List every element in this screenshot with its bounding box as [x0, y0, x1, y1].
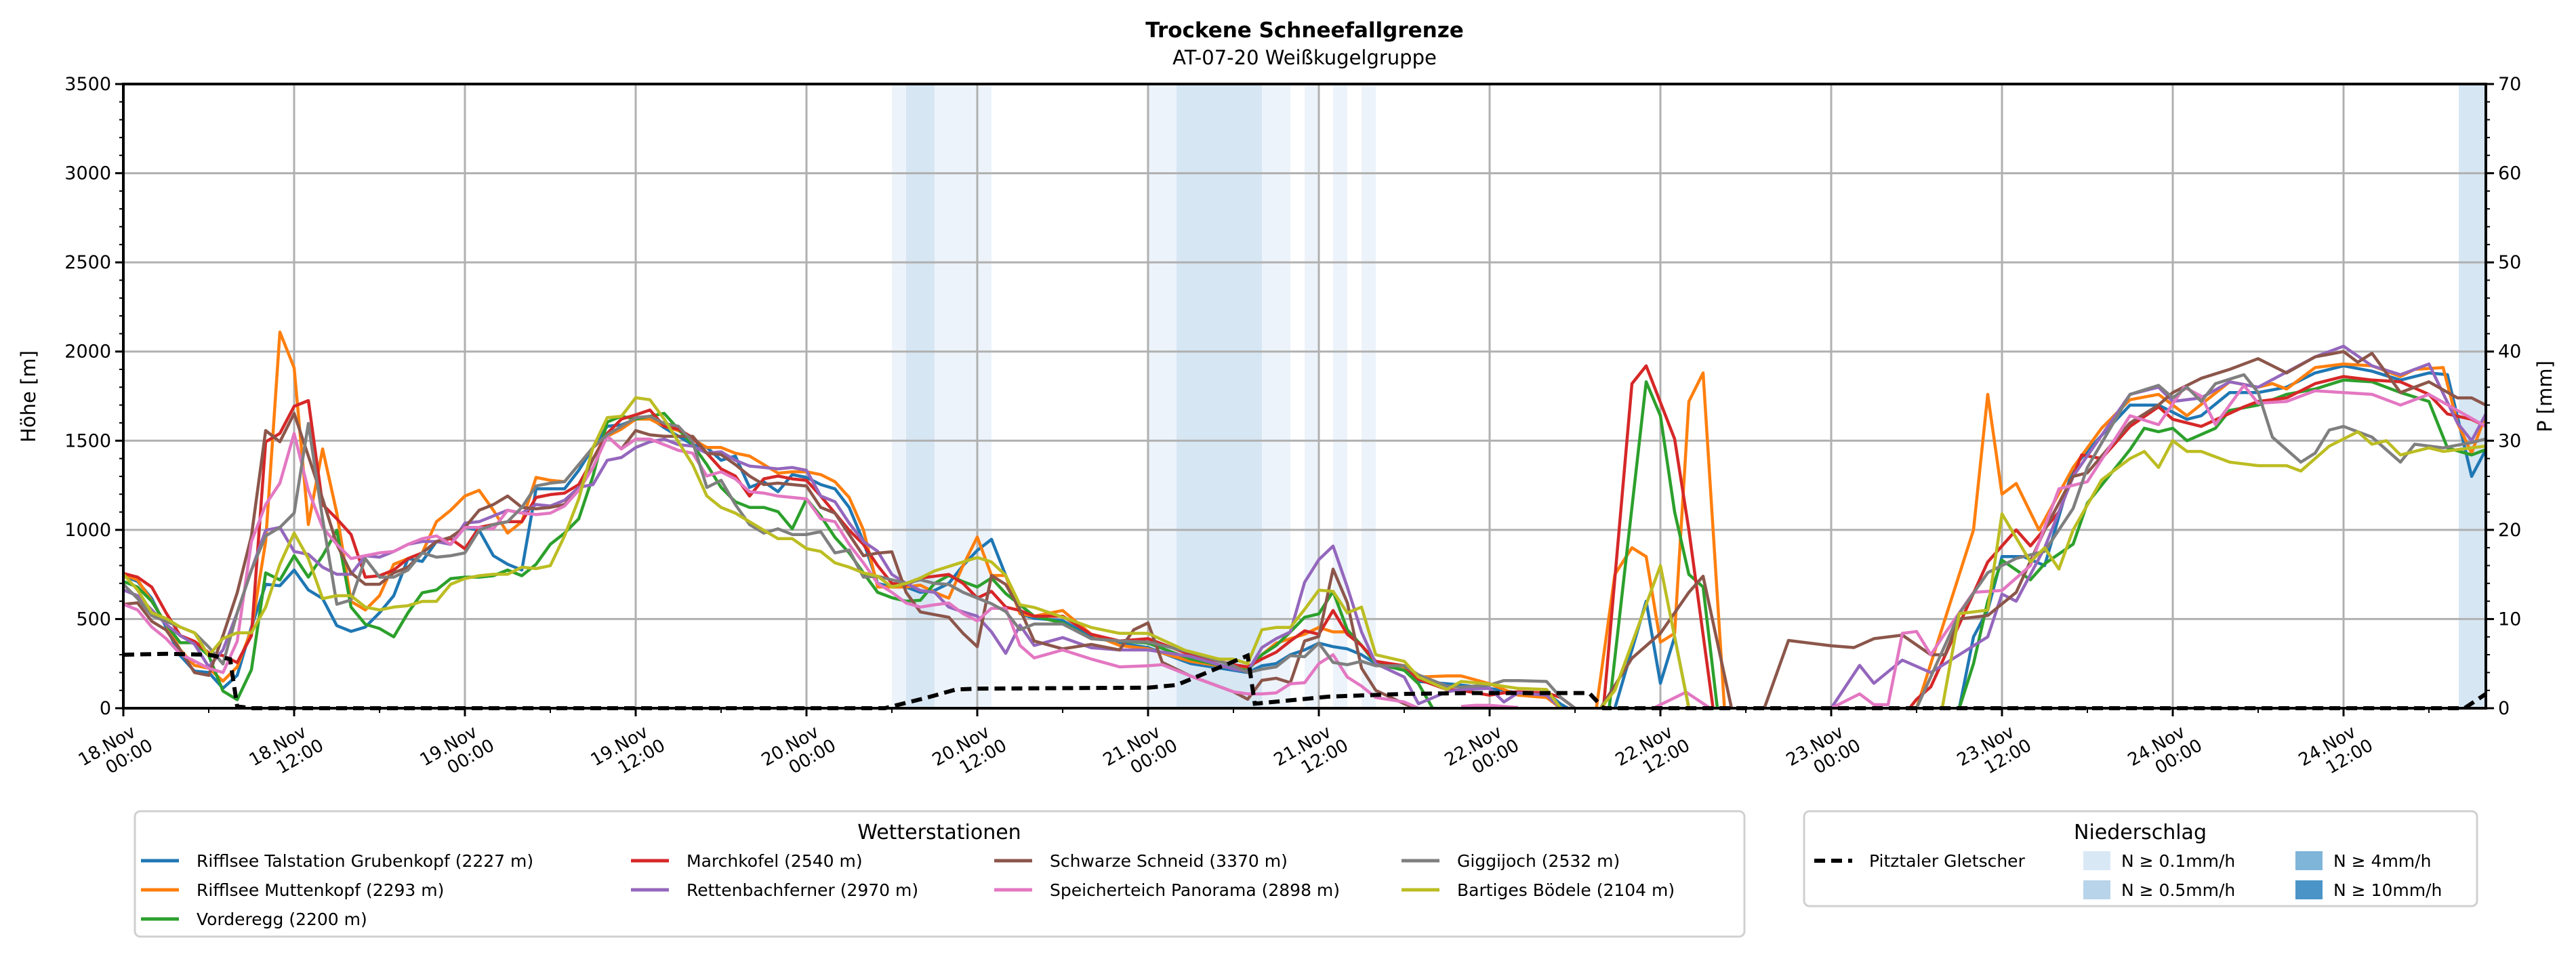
legend-swatch [2083, 880, 2110, 899]
legend-item-precip-level: N ≥ 10mm/h [2295, 880, 2442, 900]
y2-tick-label: 50 [2498, 252, 2521, 273]
series-line-6 [123, 384, 2487, 710]
precip-band [2459, 84, 2486, 708]
legend-item-station: Schwarze Schneid (3370 m) [994, 851, 1288, 871]
y2-tick-label: 10 [2498, 609, 2521, 630]
legend-label: Marchkofel (2540 m) [687, 851, 863, 871]
precip-band [1305, 84, 1319, 708]
legend-item-station: Bartiges Bödele (2104 m) [1402, 880, 1675, 900]
legend-item-precip-level: N ≥ 0.5mm/h [2083, 880, 2235, 900]
legend-item-station: Vorderegg (2200 m) [141, 909, 367, 929]
chart-subtitle: AT-07-20 Weißkugelgruppe [1172, 46, 1437, 69]
station-lines [122, 330, 2488, 710]
legend-label: N ≥ 4mm/h [2333, 851, 2431, 871]
legend-item-station: Giggijoch (2532 m) [1402, 851, 1620, 871]
series-line-8 [122, 396, 2487, 710]
legend-stations: Wetterstationen Rifflsee Talstation Grub… [134, 810, 1746, 938]
y2-axis-label: P [mm] [2533, 361, 2556, 432]
precip-band [1148, 84, 1177, 708]
series-line-5 [123, 350, 2487, 710]
legend-label: Giggijoch (2532 m) [1457, 851, 1620, 871]
series-line-3 [123, 364, 2487, 710]
chart-title: Trockene Schneefallgrenze [1145, 18, 1464, 43]
legend-precipitation: Niederschlag Pitztaler Gletscher N ≥ 0.1… [1803, 810, 2478, 907]
y-tick-label: 2000 [64, 342, 111, 363]
legend-item-precip-level: N ≥ 0.1mm/h [2083, 851, 2235, 871]
legend-label: Rifflsee Talstation Grubenkopf (2227 m) [197, 851, 533, 871]
y-tick-label: 3000 [64, 163, 111, 184]
legend-item-station: Marchkofel (2540 m) [631, 851, 863, 871]
legend-item-precip-level: N ≥ 4mm/h [2295, 851, 2431, 871]
legend-label: N ≥ 0.1mm/h [2121, 851, 2235, 871]
plot-frame [122, 83, 2487, 710]
y2-tick-label: 0 [2498, 698, 2510, 719]
legend-label: Speicherteich Panorama (2898 m) [1050, 880, 1340, 900]
y2-tick-label: 30 [2498, 430, 2521, 451]
precip-line-pitztaler [123, 651, 2487, 710]
legend-label: Bartiges Bödele (2104 m) [1457, 880, 1675, 900]
y2-tick-label: 40 [2498, 342, 2521, 363]
legend-item-station: Rettenbachferner (2970 m) [631, 880, 918, 900]
legend-label: N ≥ 0.5mm/h [2121, 880, 2235, 900]
y-axis-label: Höhe [m] [17, 350, 40, 443]
legend-label: Schwarze Schneid (3370 m) [1050, 851, 1288, 871]
precip-band [892, 84, 906, 708]
legend-item-station: Rifflsee Talstation Grubenkopf (2227 m) [141, 851, 533, 871]
precip-band [1262, 84, 1290, 708]
precip-band [1177, 84, 1262, 708]
legend-precipitation-title: Niederschlag [2074, 821, 2207, 844]
legend-swatch [2083, 851, 2110, 870]
precipitation-bands [892, 84, 2486, 708]
series-line-7 [122, 373, 2487, 710]
legend-label-pitztaler: Pitztaler Gletscher [1869, 851, 2026, 871]
y-tick-label: 0 [100, 698, 111, 719]
y-tick-label: 3500 [64, 74, 111, 95]
y2-tick-label: 70 [2498, 74, 2521, 95]
y2-tick-label: 20 [2498, 520, 2521, 541]
y-tick-label: 1500 [64, 430, 111, 451]
y-tick-label: 500 [76, 609, 111, 630]
legend-swatch [2295, 880, 2323, 899]
legend-label: Vorderegg (2200 m) [197, 909, 367, 929]
legend-swatch [2295, 851, 2323, 870]
legend-stations-title: Wetterstationen [857, 821, 1021, 844]
precip-band [1362, 84, 1376, 708]
legend-item-station: Rifflsee Muttenkopf (2293 m) [141, 880, 444, 900]
y2-tick-label: 60 [2498, 163, 2521, 184]
y-tick-label: 1000 [64, 520, 111, 541]
legend-label: Rifflsee Muttenkopf (2293 m) [197, 880, 444, 900]
y-tick-label: 2500 [64, 252, 111, 273]
legend-item-station: Speicherteich Panorama (2898 m) [994, 880, 1340, 900]
legend-label: Rettenbachferner (2970 m) [687, 880, 918, 900]
legend-label: N ≥ 10mm/h [2333, 880, 2442, 900]
